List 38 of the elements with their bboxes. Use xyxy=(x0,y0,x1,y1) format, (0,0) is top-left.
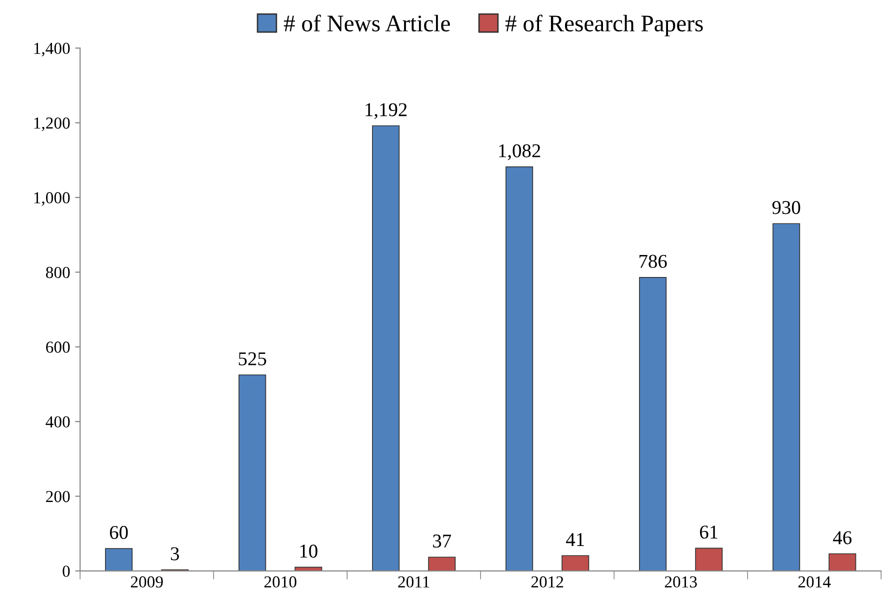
data-label: 525 xyxy=(238,352,266,366)
x-tick-label: 2012 xyxy=(531,576,564,588)
y-tick-label: 1,400 xyxy=(34,42,70,56)
x-tick-label: 2014 xyxy=(798,576,831,588)
data-label: 60 xyxy=(110,526,128,540)
bar xyxy=(428,556,456,571)
x-tick-label: 2010 xyxy=(264,576,296,588)
data-label: 46 xyxy=(833,531,852,544)
data-label: 1,082 xyxy=(499,144,540,160)
data-label: 61 xyxy=(700,526,718,539)
y-tick-label: 400 xyxy=(46,416,70,428)
y-tick-label: 800 xyxy=(46,266,70,278)
bar xyxy=(562,555,590,571)
data-label: 10 xyxy=(300,544,318,558)
x-tick-label: 2011 xyxy=(398,576,430,588)
data-label: 37 xyxy=(433,534,452,548)
bar xyxy=(639,276,667,571)
data-label: 930 xyxy=(772,200,800,214)
x-tick-label: 2013 xyxy=(664,576,697,588)
legend-label: # of Research Papers xyxy=(505,14,703,36)
data-label: 3 xyxy=(170,547,179,560)
bar xyxy=(372,125,400,571)
y-tick-label: 200 xyxy=(46,490,70,502)
data-label: 41 xyxy=(566,533,584,546)
bar xyxy=(772,223,800,571)
y-tick-label: 600 xyxy=(46,342,70,353)
bar xyxy=(506,166,534,571)
data-label: 1,192 xyxy=(366,103,407,120)
y-tick-label: 0 xyxy=(62,566,70,577)
bar xyxy=(695,548,723,571)
x-tick-label: 2009 xyxy=(130,576,163,588)
bar xyxy=(105,548,133,571)
legend-label: # of News Article xyxy=(284,14,450,32)
data-label: 786 xyxy=(640,254,667,268)
y-tick-label: 1,200 xyxy=(34,117,70,132)
y-tick-label: 1,000 xyxy=(34,192,70,206)
bar xyxy=(828,553,856,571)
bar xyxy=(238,374,266,571)
